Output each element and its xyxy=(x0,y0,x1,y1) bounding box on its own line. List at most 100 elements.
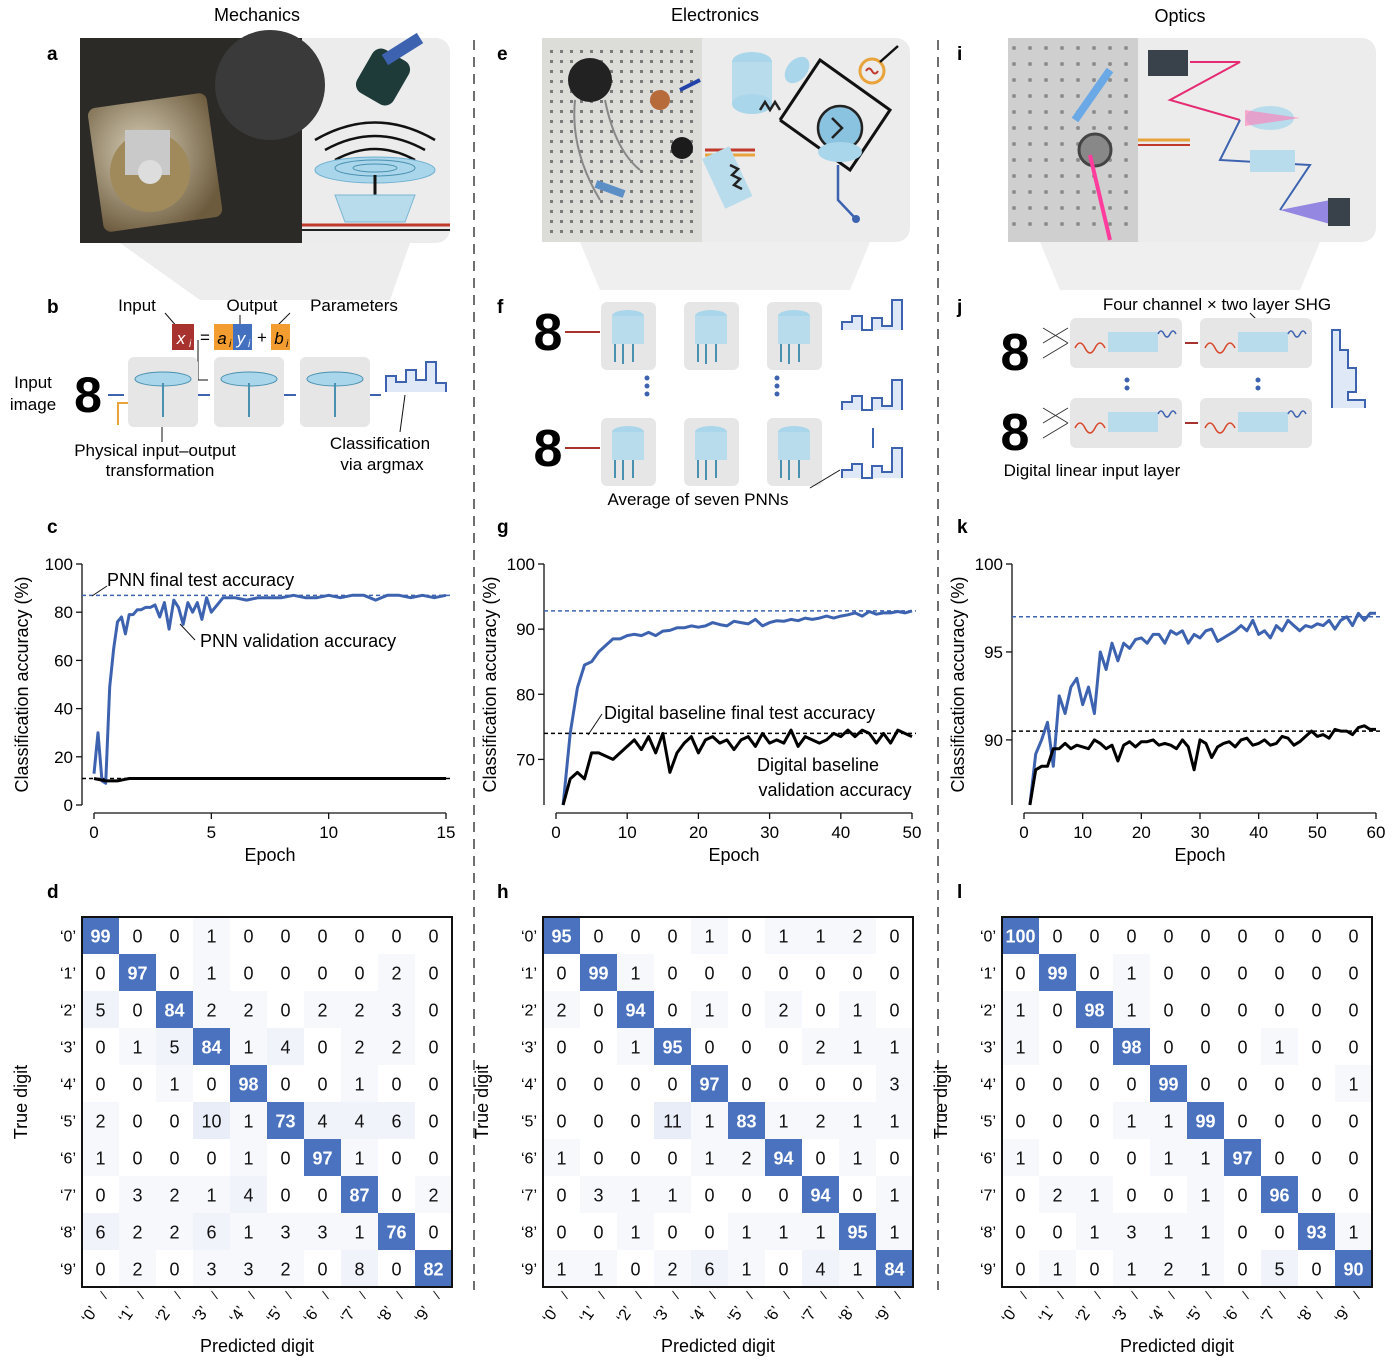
matrix-value: 0 xyxy=(317,1186,327,1206)
row-label: ‘6’ xyxy=(980,1151,996,1168)
matrix-value: 1 xyxy=(354,1075,364,1095)
matrix-cell xyxy=(617,1065,654,1102)
row-label: ‘8’ xyxy=(980,1225,996,1242)
matrix-value: 2 xyxy=(815,1112,825,1132)
matrix-cell xyxy=(876,1102,913,1139)
matrix-cell xyxy=(1298,1250,1335,1287)
matrix-cell xyxy=(82,1176,119,1213)
y-axis-title: True digit xyxy=(472,1065,492,1139)
matrix-cell xyxy=(1076,1139,1113,1176)
y-tick-label: 80 xyxy=(516,685,535,704)
matrix-cell xyxy=(1113,1139,1150,1176)
matrix-value: 3 xyxy=(243,1260,253,1280)
matrix-value: 0 xyxy=(391,1260,401,1280)
row-label: ‘5’ xyxy=(980,1114,996,1131)
matrix-value: 0 xyxy=(1237,1186,1247,1206)
matrix-value: 0 xyxy=(317,1260,327,1280)
matrix-cell xyxy=(876,1139,913,1176)
matrix-value: 99 xyxy=(90,927,110,947)
matrix-cell xyxy=(341,1102,378,1139)
optics-table-photo xyxy=(1008,38,1138,242)
matrix-cell xyxy=(267,954,304,991)
panel-letter-i: i xyxy=(957,44,962,65)
matrix-value: 1 xyxy=(243,1038,253,1058)
col-label: ‘0’ xyxy=(540,1304,563,1327)
col-label: ‘9’ xyxy=(1332,1304,1355,1327)
matrix-value: 0 xyxy=(428,1223,438,1243)
x-tick-label: 50 xyxy=(903,823,922,842)
matrix-cell xyxy=(1150,1213,1187,1250)
matrix-cell xyxy=(1298,1176,1335,1213)
matrix-cell xyxy=(543,917,580,954)
matrix-cell xyxy=(1224,991,1261,1028)
matrix-value: 0 xyxy=(889,927,899,947)
matrix-value: 2 xyxy=(852,927,862,947)
matrix-cell xyxy=(1224,1176,1261,1213)
col-tick xyxy=(1131,1290,1138,1300)
matrix-cell xyxy=(193,1213,230,1250)
matrix-value: 0 xyxy=(317,1075,327,1095)
panel-letter-f: f xyxy=(497,297,504,318)
matrix-cell xyxy=(1113,954,1150,991)
matrix-value: 0 xyxy=(1126,1149,1136,1169)
svg-text:i: i xyxy=(286,339,289,350)
matrix-cell xyxy=(1002,917,1039,954)
matrix-cell xyxy=(1187,1102,1224,1139)
matrix-cell xyxy=(1298,1028,1335,1065)
col-label: ‘1’ xyxy=(116,1304,139,1327)
matrix-cell xyxy=(193,1250,230,1287)
matrix-cell xyxy=(839,954,876,991)
matrix-value: 0 xyxy=(593,1075,603,1095)
x-tick-label: 60 xyxy=(1367,823,1386,842)
matrix-cell xyxy=(802,1139,839,1176)
panel-letter-d: d xyxy=(47,882,59,903)
matrix-cell xyxy=(580,954,617,991)
col-tick xyxy=(1057,1290,1064,1300)
matrix-cell xyxy=(119,917,156,954)
col-tick xyxy=(783,1290,790,1300)
col-label: ‘7’ xyxy=(1258,1304,1281,1327)
matrix-value: 1 xyxy=(741,1260,751,1280)
matrix-value: 2 xyxy=(391,1038,401,1058)
matrix-cell xyxy=(876,1213,913,1250)
matrix-value: 98 xyxy=(1084,1001,1104,1021)
matrix-value: 2 xyxy=(815,1038,825,1058)
matrix-cell xyxy=(1335,954,1372,991)
average-label: Average of seven PNNs xyxy=(607,490,788,509)
matrix-value: 0 xyxy=(280,1149,290,1169)
panel-letter-k: k xyxy=(957,517,968,538)
panel-letters: a b c d e f g h i j k l xyxy=(47,44,968,903)
matrix-cell xyxy=(193,1176,230,1213)
matrix-value: 1 xyxy=(1089,1223,1099,1243)
matrix-value: 2 xyxy=(778,1001,788,1021)
col-tick xyxy=(174,1290,181,1300)
col-label: ‘9’ xyxy=(412,1304,435,1327)
matrix-value: 0 xyxy=(1015,1223,1025,1243)
matrix-value: 1 xyxy=(704,1149,714,1169)
matrix-cell xyxy=(415,1028,452,1065)
matrix-value: 0 xyxy=(1052,927,1062,947)
matrix-cell xyxy=(193,1102,230,1139)
matrix-cell xyxy=(1261,1065,1298,1102)
matrix-value: 0 xyxy=(778,1038,788,1058)
equation-x-box xyxy=(172,324,194,350)
matrix-cell xyxy=(728,991,765,1028)
matrix-cell xyxy=(543,991,580,1028)
series-line-0 xyxy=(92,593,447,785)
matrix-cell xyxy=(1335,1213,1372,1250)
matrix-value: 2 xyxy=(206,1001,216,1021)
matrix-value: 0 xyxy=(1311,1186,1321,1206)
equation-y-box xyxy=(233,324,252,350)
matrix-cell xyxy=(378,1065,415,1102)
matrix-cell xyxy=(543,1176,580,1213)
shg-channel-label: Four channel × two layer SHG xyxy=(1103,295,1331,314)
matrix-cell xyxy=(765,1102,802,1139)
matrix-value: 0 xyxy=(1200,1075,1210,1095)
matrix-cell xyxy=(654,1065,691,1102)
matrix-value: 6 xyxy=(391,1112,401,1132)
matrix-cell xyxy=(802,917,839,954)
matrix-cell xyxy=(267,1028,304,1065)
matrix-cell xyxy=(1298,1139,1335,1176)
matrix-value: 1 xyxy=(1052,1260,1062,1280)
matrix-value: 0 xyxy=(778,1186,788,1206)
